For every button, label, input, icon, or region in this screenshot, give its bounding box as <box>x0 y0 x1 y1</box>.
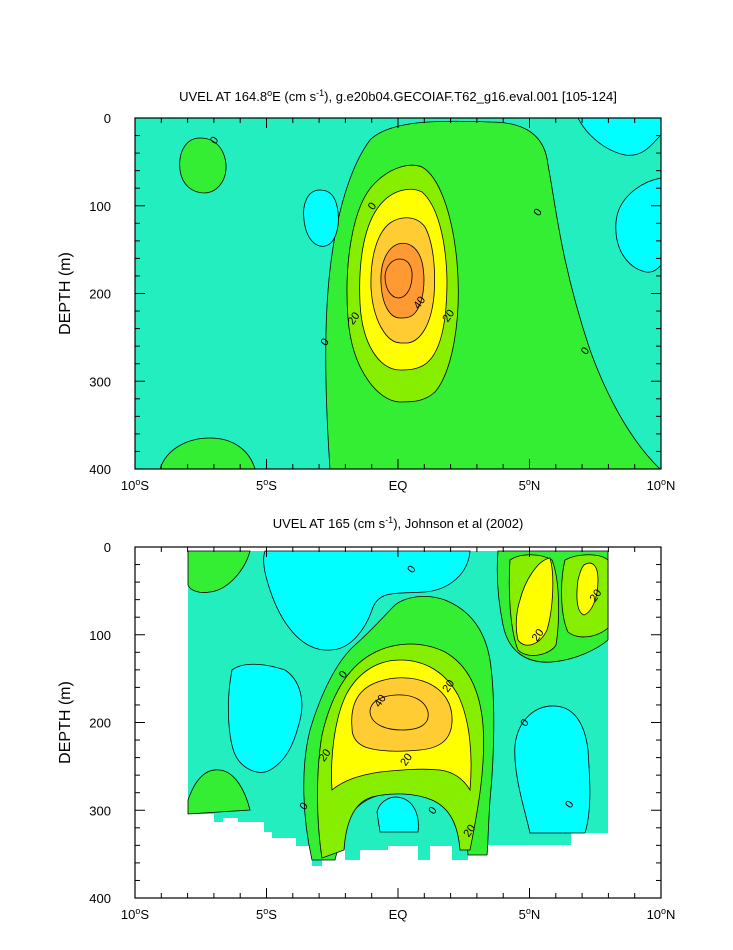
top-y-tick-label: 400 <box>89 462 111 477</box>
bottom-y-tick-label: 300 <box>89 803 111 818</box>
bottom-panel-title: UVEL AT 165 (cm s-1), Johnson et al (200… <box>273 515 524 531</box>
top-contour-labels: 0 0 0 0 0 40 20 20 <box>208 135 592 358</box>
bottom-contour-field <box>187 550 609 866</box>
bottom-contour-label: 20 <box>588 587 605 604</box>
bottom-contour-label: 0 <box>405 564 418 576</box>
bottom-field-positive-west-bottom <box>187 769 251 815</box>
top-field-positive-bottom-lobe <box>159 437 256 469</box>
top-y-tick-label: 100 <box>89 199 111 214</box>
bottom-field-positive-east-yellow <box>515 557 554 646</box>
bottom-x-tick-label: 5oS <box>256 906 277 922</box>
bottom-contour-label: 40 <box>372 693 389 710</box>
top-contour-field <box>135 118 661 469</box>
top-field-negative-west-lobe <box>303 189 339 247</box>
top-x-tick-label: 10oN <box>647 477 676 493</box>
bottom-contour-label: 20 <box>398 751 415 768</box>
bottom-contour-labels: 0 20 20 0 40 20 0 20 20 0 0 0 20 <box>297 564 604 840</box>
bottom-y-tick-label: 400 <box>89 891 111 906</box>
bottom-contour-label: 0 <box>563 799 576 811</box>
bottom-y-axis-label: DEPTH (m) <box>57 681 74 764</box>
top-panel-title: UVEL AT 164.8oE (cm s-1), g.e20b04.GECOI… <box>179 88 617 104</box>
top-field-positive-west-lobe <box>179 137 227 194</box>
bottom-x-tick-label: 10oN <box>647 906 676 922</box>
top-contour-label: 0 <box>208 135 221 147</box>
bottom-y-tick-label: 200 <box>89 716 111 731</box>
top-contour-panel: UVEL AT 164.8oE (cm s-1), g.e20b04.GECOI… <box>57 88 675 493</box>
top-y-tick-label: 0 <box>104 111 111 126</box>
top-field-negative-east <box>577 118 661 156</box>
bottom-field-negative-east <box>514 705 591 834</box>
top-contour-label: 20 <box>346 310 363 327</box>
bottom-field-negative-north <box>263 550 471 651</box>
top-contour-label: 0 <box>579 345 592 357</box>
bottom-field-positive-40-50 <box>369 694 429 731</box>
bottom-field-positive-west-edge <box>187 550 251 593</box>
top-y-tick-label: 300 <box>89 374 111 389</box>
bottom-field-positive-east-far-yellow <box>576 562 599 616</box>
bottom-contour-label: 20 <box>317 747 334 764</box>
bottom-y-tick-label: 0 <box>104 540 111 555</box>
bottom-contour-label: 20 <box>461 823 478 840</box>
top-x-tick-label: 10oS <box>121 477 149 493</box>
bottom-field-negative-core <box>376 796 419 833</box>
bottom-contour-label: 0 <box>337 669 350 681</box>
top-x-tick-label: 5oN <box>519 477 541 493</box>
bottom-contour-panel: UVEL AT 165 (cm s-1), Johnson et al (200… <box>57 515 675 922</box>
bottom-contour-label: 0 <box>297 800 310 812</box>
bottom-x-tick-label: 10oS <box>121 906 149 922</box>
top-x-tick-label: 5oS <box>256 477 277 493</box>
bottom-field-negative-west <box>227 663 303 773</box>
bottom-contour-label: 0 <box>518 717 531 729</box>
top-contour-label: 20 <box>440 308 457 325</box>
bottom-x-tick-label: 5oN <box>519 906 541 922</box>
bottom-x-tick-label: EQ <box>389 907 408 922</box>
top-field-negative-east-lobe <box>615 177 661 273</box>
top-y-axis-label: DEPTH (m) <box>57 252 74 335</box>
bottom-contour-label: 0 <box>426 805 439 817</box>
top-contour-label: 0 <box>319 336 332 348</box>
bottom-contour-label: 20 <box>440 678 457 695</box>
top-y-tick-label: 200 <box>89 287 111 302</box>
top-contour-label: 0 <box>366 200 379 212</box>
top-x-tick-label: EQ <box>389 478 408 493</box>
bottom-y-tick-label: 100 <box>89 628 111 643</box>
top-contour-label: 0 <box>532 207 545 219</box>
top-field-core-max <box>384 258 413 299</box>
bottom-contour-label: 20 <box>530 627 547 644</box>
top-contour-label: 40 <box>411 294 428 311</box>
